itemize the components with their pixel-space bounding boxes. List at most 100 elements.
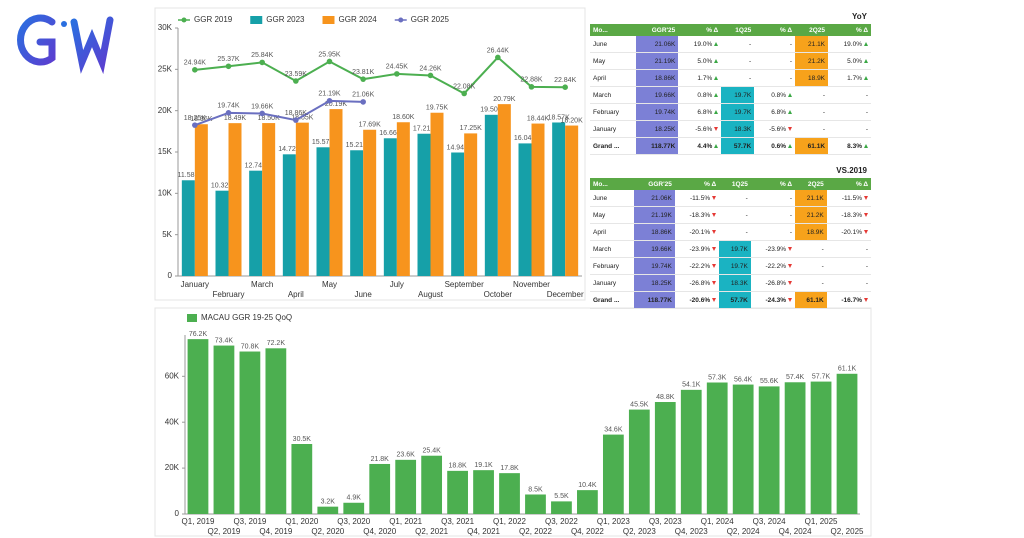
cell: 21.1K bbox=[795, 36, 829, 53]
line-point bbox=[427, 72, 434, 79]
data-label: 25.84K bbox=[251, 52, 274, 59]
x-tick-label: Q2, 2020 bbox=[311, 527, 344, 536]
x-tick-label: Q2, 2019 bbox=[207, 527, 240, 536]
table-title: VS.2019 bbox=[836, 166, 867, 175]
data-label: 23.6K bbox=[397, 452, 416, 459]
data-label: 14.94K bbox=[447, 144, 470, 151]
y-tick-label: 0 bbox=[175, 509, 180, 518]
cell: May bbox=[590, 206, 634, 224]
data-label: 57.3K bbox=[708, 374, 727, 381]
x-tick-label: April bbox=[288, 290, 304, 299]
x-tick-label: Q1, 2019 bbox=[182, 517, 215, 526]
cell: 57.7K bbox=[719, 291, 751, 309]
bar bbox=[552, 122, 566, 276]
cell: - bbox=[828, 120, 871, 138]
cell: -20.1% bbox=[674, 223, 720, 241]
cell: 0.6% bbox=[754, 137, 796, 155]
bar bbox=[565, 125, 579, 277]
row: February 19.74K -22.2% 19.7K -22.2% - - bbox=[590, 257, 871, 275]
data-label: 76.2K bbox=[189, 331, 208, 338]
data-label: 10.32K bbox=[211, 183, 234, 190]
bar bbox=[317, 506, 339, 514]
cell: - bbox=[750, 190, 796, 207]
data-label: 24.45K bbox=[386, 64, 409, 71]
x-tick-label: Q3, 2021 bbox=[441, 517, 474, 526]
x-tick-label: August bbox=[418, 290, 444, 299]
cell: February bbox=[590, 257, 634, 275]
cell: 18.86K bbox=[633, 223, 675, 241]
data-label: 18.20K bbox=[561, 117, 584, 124]
row: March 19.66K 0.8% 19.7K 0.8% - - bbox=[590, 86, 871, 104]
x-tick-label: Q2, 2022 bbox=[519, 527, 552, 536]
cell: 19.7K bbox=[721, 86, 755, 104]
cell: - bbox=[754, 36, 796, 53]
cell: -22.2% bbox=[750, 257, 796, 275]
bar bbox=[451, 152, 465, 276]
bar bbox=[417, 133, 431, 276]
column-header: 2Q25 bbox=[795, 178, 827, 190]
panel bbox=[154, 7, 586, 301]
line-point bbox=[360, 99, 366, 105]
x-tick-label: September bbox=[445, 280, 484, 289]
legend-label: MACAU GGR 19-25 QoQ bbox=[201, 313, 292, 322]
bar bbox=[383, 138, 397, 276]
bar bbox=[194, 124, 208, 276]
cell: -16.7% bbox=[826, 291, 871, 309]
cell: 5.0% bbox=[828, 52, 871, 70]
bar bbox=[228, 123, 242, 277]
data-label: 19.66K bbox=[251, 103, 274, 110]
row: May 21.19K -18.3% - -21.2K -18.3% bbox=[590, 206, 871, 224]
bar bbox=[350, 150, 364, 276]
row: June 21.06K 19.0% - -21.1K 19.0% bbox=[590, 36, 871, 53]
data-label: 17.8K bbox=[500, 465, 519, 472]
bar bbox=[680, 389, 702, 514]
y-tick-label: 30K bbox=[158, 23, 173, 32]
data-label: 45.5K bbox=[630, 401, 649, 408]
bar bbox=[316, 147, 330, 276]
row: Grand ... 118.77K 4.4% 57.7K 0.6% 61.1K 8.3% bbox=[590, 137, 871, 155]
data-label: 25.95K bbox=[318, 51, 341, 58]
panel bbox=[154, 307, 872, 537]
line-point bbox=[192, 122, 198, 128]
bar bbox=[577, 490, 598, 514]
cell: 18.25K bbox=[635, 120, 679, 138]
table: Mo... GGR'25% Δ 1Q25% Δ 2Q25% Δ June 21.06K -1… bbox=[590, 178, 871, 309]
y-tick-label: 60K bbox=[165, 371, 180, 380]
cell: -18.3% bbox=[674, 206, 720, 224]
bar bbox=[464, 133, 478, 276]
cell: 118.77K bbox=[633, 291, 675, 309]
cell: - bbox=[826, 257, 871, 275]
header-row: Mo... GGR'25% Δ 1Q25% Δ 2Q25% Δ bbox=[590, 178, 871, 190]
cell: June bbox=[590, 190, 634, 207]
cell: 4.4% bbox=[678, 137, 722, 155]
data-label: 18.86K bbox=[285, 110, 308, 117]
cell: -26.8% bbox=[750, 274, 796, 292]
bar bbox=[181, 180, 195, 276]
cell: 18.25K bbox=[633, 274, 675, 292]
line-point bbox=[394, 71, 400, 77]
data-label: 18.44K bbox=[527, 115, 550, 122]
cell: 18.3K bbox=[721, 120, 755, 138]
data-label: 23.59K bbox=[285, 71, 308, 78]
x-tick-label: March bbox=[251, 280, 273, 289]
bar bbox=[215, 190, 229, 276]
cell: March bbox=[590, 240, 634, 258]
cell: - bbox=[795, 120, 829, 138]
cell: 19.7K bbox=[719, 257, 751, 275]
y-tick-label: 15K bbox=[158, 147, 173, 156]
x-tick-label: Q2, 2025 bbox=[831, 527, 864, 536]
row: April 18.86K -20.1% - -18.9K -20.1% bbox=[590, 223, 871, 241]
data-label: 15.21K bbox=[346, 142, 369, 149]
data-label: 34.6K bbox=[604, 426, 623, 433]
bar bbox=[628, 409, 650, 514]
cell: 21.2K bbox=[795, 52, 829, 70]
bar bbox=[551, 501, 572, 514]
cell: 21.06K bbox=[635, 36, 679, 53]
cell: 61.1K bbox=[795, 137, 829, 155]
line-point bbox=[461, 90, 467, 97]
bar bbox=[369, 463, 391, 514]
x-tick-label: February bbox=[212, 290, 244, 299]
line-point bbox=[293, 117, 299, 123]
data-label: 12.74K bbox=[245, 163, 268, 170]
